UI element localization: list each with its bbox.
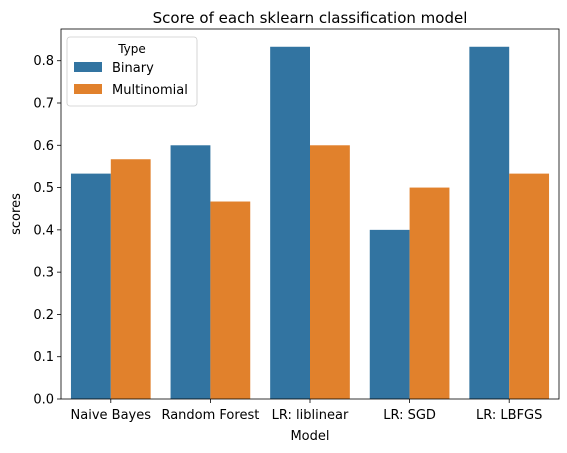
bar-multinomial-2 — [310, 145, 350, 399]
bar-binary-3 — [369, 229, 410, 399]
x-tick-label: Random Forest — [161, 408, 259, 423]
bar-binary-4 — [469, 46, 510, 399]
legend-swatch-binary — [74, 62, 102, 72]
bars-group — [70, 46, 550, 399]
bar-binary-1 — [170, 145, 211, 399]
y-tick-label: 0.0 — [33, 393, 54, 408]
bar-multinomial-0 — [110, 159, 151, 399]
legend-label-multinomial: Multinomial — [112, 83, 188, 98]
x-tick-label: LR: LBFGS — [476, 408, 542, 423]
y-tick-label: 0.3 — [33, 266, 54, 281]
bar-binary-0 — [70, 173, 111, 399]
y-tick-label: 0.4 — [33, 223, 54, 238]
bar-binary-2 — [270, 46, 310, 399]
bar-multinomial-3 — [409, 187, 450, 399]
x-axis: Naive Bayes Random Forest LR: liblinear LR:… — [71, 399, 542, 423]
y-tick-label: 0.6 — [33, 139, 54, 154]
legend-title: Type — [117, 42, 146, 56]
legend-swatch-multinomial — [74, 84, 102, 94]
y-axis: 0.0 0.1 0.2 0.3 0.4 0.5 0.6 0.7 0.8 — [33, 54, 61, 408]
y-tick-label: 0.1 — [33, 350, 54, 365]
legend: Type Binary Multinomial — [66, 36, 198, 107]
y-tick-label: 0.8 — [33, 54, 54, 69]
legend-label-binary: Binary — [112, 61, 154, 76]
x-axis-label: Model — [290, 429, 329, 444]
y-tick-label: 0.5 — [33, 181, 54, 196]
y-tick-label: 0.7 — [33, 97, 54, 112]
y-tick-label: 0.2 — [33, 308, 54, 323]
x-tick-label: Naive Bayes — [71, 408, 152, 423]
chart-title: Score of each sklearn classification mod… — [153, 9, 468, 27]
bar-multinomial-1 — [210, 201, 251, 399]
y-axis-label: scores — [9, 193, 24, 235]
x-tick-label: LR: liblinear — [272, 408, 349, 423]
bar-multinomial-4 — [509, 173, 550, 399]
x-tick-label: LR: SGD — [383, 408, 436, 423]
